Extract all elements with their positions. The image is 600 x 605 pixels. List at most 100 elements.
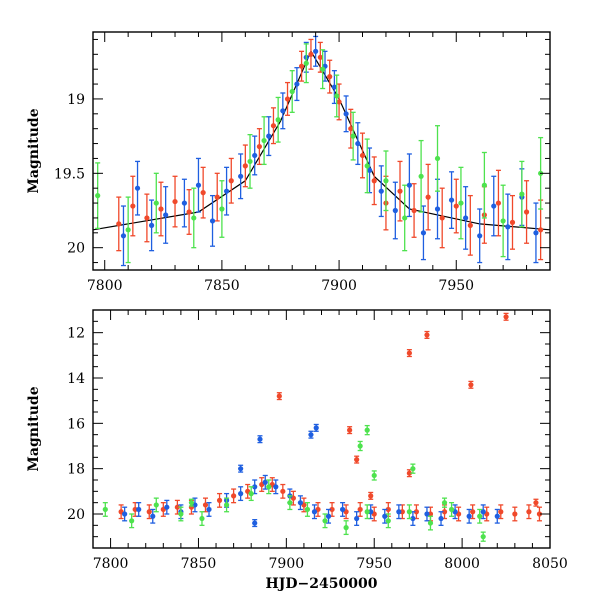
marker [481,182,487,188]
series-green-bottom-5 [188,424,486,542]
data-point-green [153,497,159,513]
marker [102,506,108,513]
data-point-red [467,194,473,256]
data-point-red [439,187,445,249]
marker [252,520,258,526]
marker [322,518,328,524]
marker [467,222,473,228]
data-point-green [320,49,326,90]
data-point-blue [410,511,416,526]
data-point-green [178,506,184,522]
marker [477,513,483,519]
marker [441,500,448,506]
data-point-red [424,330,430,339]
marker [304,506,311,513]
marker [275,117,281,123]
data-point-green [406,504,412,520]
marker [392,207,398,214]
x-axis-label: HJD−2450000 [266,576,378,592]
x-tick-label: 7900 [269,556,305,572]
marker [413,509,420,515]
data-point-red [216,492,223,508]
marker [480,509,486,515]
marker [441,509,448,515]
data-point-red [336,83,342,121]
data-point-blue [308,430,314,439]
marker [223,188,230,194]
data-point-red [242,144,248,188]
marker [178,511,184,517]
data-point-red [270,107,277,145]
data-point-blue [252,519,258,528]
marker [448,506,455,513]
data-point-red [354,455,360,464]
marker [536,511,543,517]
data-point-red [245,483,251,499]
marker [411,207,417,214]
marker [448,197,455,203]
data-point-green [357,440,363,452]
marker [453,203,459,209]
marker [480,534,486,540]
x-tick-label: 7950 [438,278,474,294]
data-point-blue [148,199,155,252]
data-point-red [503,312,509,321]
marker [273,484,279,490]
data-point-green [304,502,311,517]
data-point-red [172,175,178,228]
marker [523,209,530,215]
marker [266,484,272,490]
marker [313,48,319,54]
data-point-red [359,132,366,179]
marker [116,221,122,227]
data-point-blue [339,502,346,517]
data-point-green [223,497,230,513]
data-point-red [186,189,192,235]
data-point-blue [325,508,332,524]
marker [231,493,237,499]
data-point-green [383,150,389,212]
data-point-red [214,172,220,222]
panel-bottom: 7800 7850 7900 7950 8000 8050 12 14 16 18 20 Magnit… [26,309,568,592]
marker [425,194,431,200]
marker [364,163,370,169]
marker [343,525,349,531]
data-point-green [371,470,377,481]
data-point-red [538,199,544,261]
marker [509,219,516,225]
marker [357,506,363,513]
marker [347,427,353,433]
marker [130,203,136,209]
data-point-blue [238,486,244,502]
data-point-red [368,491,374,500]
marker [434,206,441,212]
marker [164,504,170,510]
marker [287,500,293,506]
data-point-green [343,520,349,536]
y-tick-label: 20 [67,241,85,257]
data-point-blue [466,508,472,524]
data-point-blue [438,511,444,526]
data-point-red [509,194,516,250]
marker [533,500,539,506]
marker [174,504,180,510]
marker [339,506,346,513]
data-point-red [523,180,530,244]
marker [136,506,142,513]
data-point-red [348,108,354,149]
marker [125,227,131,233]
marker [424,332,430,338]
data-point-red [315,502,321,517]
marker [200,190,206,196]
marker [383,178,389,184]
y-axis-label: Magnitude [26,386,42,471]
marker [238,466,244,472]
marker [500,218,506,224]
data-point-green [247,133,253,189]
marker [122,511,128,517]
data-point-red [533,498,539,507]
data-point-green [289,70,295,113]
marker [294,81,300,87]
